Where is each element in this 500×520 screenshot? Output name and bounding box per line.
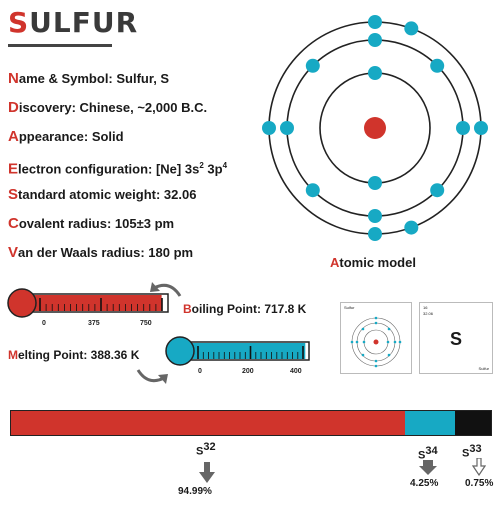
boiling-scale-ticks (39, 298, 163, 311)
melting-bulb (165, 336, 195, 366)
electron-shell-2-6 (430, 183, 445, 198)
fact-appearance: Appearance: Solid (8, 128, 124, 145)
atomic-model-diagram (262, 15, 488, 241)
electron-shell-3-5 (404, 21, 419, 36)
arrow-down-icon (472, 458, 486, 476)
card-left-name: Sulfur (344, 305, 355, 310)
nucleus (364, 117, 386, 139)
element-card-atomic: Sulfur (340, 302, 412, 374)
electron-shell-2-1 (368, 33, 382, 47)
arrow-down-icon (419, 460, 437, 475)
boiling-tick-label-2: 750 (140, 320, 152, 327)
isotope-segment-s33 (455, 411, 491, 435)
isotope-abundance-bar (10, 410, 492, 436)
isotope-name-s33: S33 (462, 443, 482, 460)
isotope-segment-s32 (11, 411, 405, 435)
facts-list: Name & Symbol: Sulfur, S Discovery: Chin… (8, 64, 308, 267)
electron-shell-2-5 (430, 58, 445, 73)
electron-shell-2-7 (305, 183, 320, 198)
element-card-symbol: 16 32.06 S Sulfur (419, 302, 493, 374)
electron-shell-2-2 (456, 121, 470, 135)
melting-arrow-icon (136, 369, 168, 384)
melting-tick-label-1: 200 (242, 368, 254, 375)
electron-shell-2-3 (368, 209, 382, 223)
isotope-name-s34: S34 (418, 445, 438, 462)
fact-name-symbol: Name & Symbol: Sulfur, S (8, 70, 170, 87)
melting-tick-label-2: 400 (290, 368, 302, 375)
isotope-segment-s34 (404, 411, 456, 435)
isotope-name-s32: S32 (196, 441, 216, 458)
card-right-number: 16 (423, 305, 428, 310)
boiling-arrow-icon (150, 282, 182, 297)
electron-shell-3-3 (368, 227, 382, 241)
card-mini-atom-icon (350, 316, 402, 368)
boiling-point-label: Boiling Point: 717.8 K (183, 302, 307, 316)
boiling-level-fill (26, 295, 162, 311)
boiling-bulb (7, 288, 37, 318)
melting-tick-label-0: 0 (198, 368, 202, 375)
card-right-weight: 32.06 (423, 311, 434, 316)
electron-shell-3-4 (262, 121, 276, 135)
page-title: SULFUR (8, 6, 139, 39)
fact-covalent-radius: Covalent radius: 105±3 pm (8, 215, 175, 232)
isotope-percent-s33: 0.75% (465, 478, 494, 489)
boiling-tick-label-0: 0 (42, 320, 46, 327)
title-underline (8, 44, 112, 47)
boiling-tick-label-1: 375 (88, 320, 100, 327)
card-right-symbol: S (449, 329, 462, 349)
fact-van-der-waals-radius: Van der Waals radius: 180 pm (8, 244, 194, 261)
electron-shell-2-4 (280, 121, 294, 135)
isotope-percent-s34: 4.25% (410, 478, 439, 489)
isotope-percent-s32: 94.99% (178, 486, 212, 497)
melting-level-fill (184, 343, 306, 359)
arrow-down-icon (199, 462, 215, 483)
fact-atomic-weight: Standard atomic weight: 32.06 (8, 186, 197, 203)
electron-shell-2-8 (305, 58, 320, 73)
card-right-name: Sulfur (478, 366, 489, 371)
electron-shell-3-1 (368, 15, 382, 29)
fact-discovery: Discovery: Chinese, ~2,000 B.C. (8, 99, 208, 116)
melting-point-label: Melting Point: 388.36 K (8, 348, 140, 362)
electron-shell-3-2 (474, 121, 488, 135)
electron-shell-1-1 (368, 66, 382, 80)
boiling-thermometer: 0 375 750 (7, 288, 169, 327)
atomic-model-label: Atomic model (330, 255, 416, 270)
electrons (262, 15, 488, 241)
melting-scale-ticks (197, 346, 304, 359)
fact-electron-configuration: Electron configuration: [Ne] 3s2 3p4 (8, 160, 228, 178)
melting-thermometer: 0 200 400 (165, 336, 310, 375)
electron-shell-3-6 (404, 220, 419, 235)
electron-shell-1-2 (368, 176, 382, 190)
